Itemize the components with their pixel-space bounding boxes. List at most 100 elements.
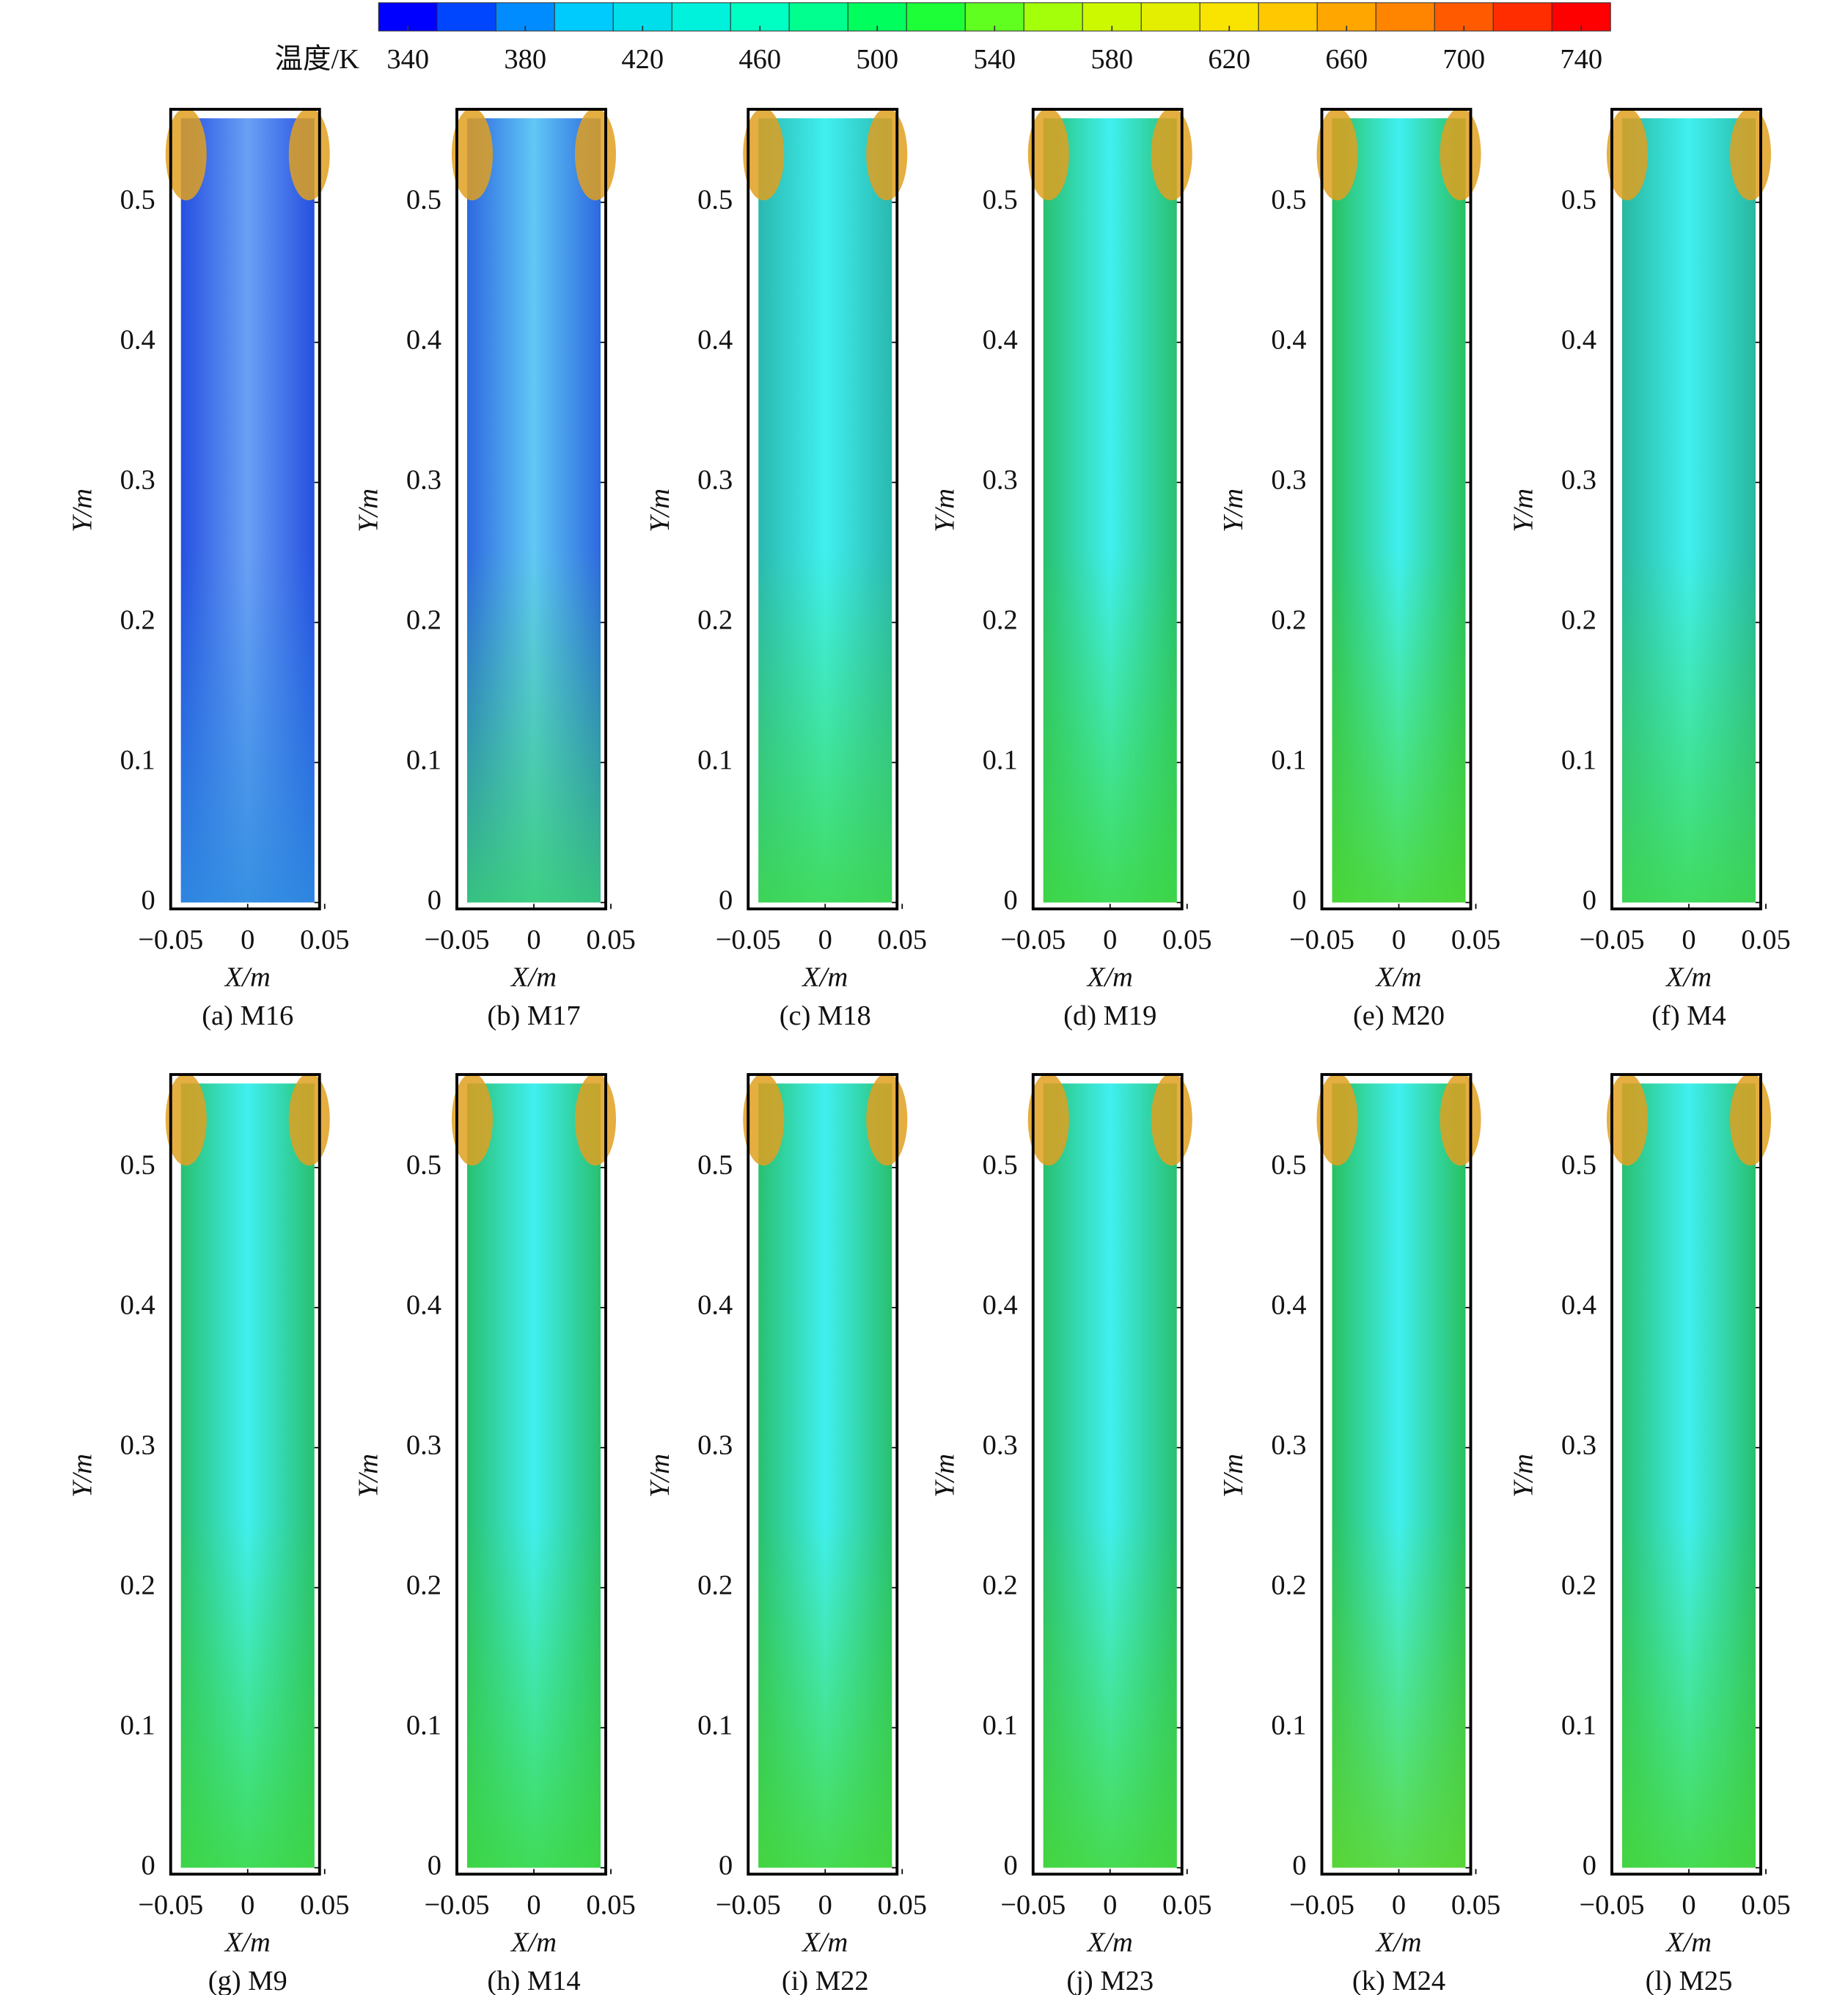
y-axis-label: Y/m bbox=[929, 1454, 960, 1498]
temperature-field-lower bbox=[1622, 118, 1756, 903]
y-tick-label: 0.3 bbox=[120, 1430, 155, 1461]
plot-frame bbox=[1320, 108, 1473, 911]
y-tick-label: 0.4 bbox=[1271, 325, 1306, 356]
x-tick-label: 0.05 bbox=[1162, 925, 1211, 956]
y-tick-label: 0.3 bbox=[1271, 465, 1306, 496]
y-tick-label: 0 bbox=[1004, 1850, 1018, 1881]
x-tick-label: −0.05 bbox=[1000, 1890, 1066, 1921]
y-tick-label: 0.3 bbox=[406, 465, 441, 496]
y-tick-label: 0.4 bbox=[120, 325, 155, 356]
x-tick-label: 0.05 bbox=[586, 925, 635, 956]
y-axis-label: Y/m bbox=[645, 1454, 675, 1498]
x-tick-label: 0.05 bbox=[1451, 925, 1500, 956]
y-tick-label: 0.3 bbox=[1271, 1430, 1306, 1461]
y-tick-label: 0.5 bbox=[1271, 1150, 1306, 1181]
y-axis-label: Y/m bbox=[1218, 488, 1249, 532]
x-tick-label: 0.05 bbox=[1451, 1890, 1500, 1921]
y-tick-label: 0.2 bbox=[406, 604, 441, 635]
y-tick-label: 0 bbox=[142, 885, 155, 915]
x-tick-label: 0.05 bbox=[300, 925, 349, 956]
hot-zone bbox=[1607, 108, 1648, 201]
colorbar-tick-label: 700 bbox=[1442, 44, 1485, 75]
colorbar-segment bbox=[671, 2, 731, 32]
x-tick-label: −0.05 bbox=[716, 925, 781, 956]
colorbar-segment bbox=[1375, 2, 1435, 32]
y-tick-label: 0.4 bbox=[983, 1290, 1018, 1321]
y-tick-label: 0.4 bbox=[697, 325, 733, 356]
y-tick-label: 0.1 bbox=[983, 1710, 1018, 1740]
y-axis-label: Y/m bbox=[67, 488, 98, 532]
x-tick-label: 0 bbox=[1103, 925, 1117, 956]
plot-frame bbox=[747, 1073, 899, 1876]
x-tick-label: −0.05 bbox=[1579, 1890, 1644, 1921]
y-tick-label: 0.5 bbox=[406, 185, 441, 216]
panel-title: (g) M9 bbox=[208, 1966, 287, 1995]
x-axis-label: X/m bbox=[1374, 1927, 1421, 1958]
x-tick-label: −0.05 bbox=[138, 925, 203, 956]
x-tick-label: 0 bbox=[241, 925, 254, 956]
hot-zone bbox=[165, 1073, 207, 1166]
y-tick-label: 0.1 bbox=[983, 744, 1018, 775]
colorbar-segment bbox=[788, 2, 848, 32]
y-tick-label: 0.4 bbox=[1271, 1290, 1306, 1321]
panel-title: (e) M20 bbox=[1353, 1000, 1445, 1031]
y-tick-label: 0.2 bbox=[1561, 604, 1596, 635]
temperature-field-lower bbox=[1043, 1083, 1177, 1868]
temperature-field-lower bbox=[1332, 1083, 1466, 1868]
x-axis-label: X/m bbox=[510, 1927, 557, 1958]
hot-zone bbox=[1316, 108, 1358, 201]
y-tick-label: 0.5 bbox=[1271, 185, 1306, 216]
y-axis-label: Y/m bbox=[645, 488, 675, 532]
hot-zone bbox=[165, 108, 207, 201]
y-tick-label: 0.3 bbox=[406, 1430, 441, 1461]
x-tick-label: −0.05 bbox=[716, 1890, 781, 1921]
plot-frame bbox=[1031, 108, 1184, 911]
hot-zone bbox=[288, 108, 330, 201]
y-tick-label: 0.1 bbox=[1561, 744, 1596, 775]
y-tick-label: 0.4 bbox=[406, 1290, 441, 1321]
panel-title: (k) M24 bbox=[1352, 1966, 1445, 1995]
y-axis-label: Y/m bbox=[1218, 1454, 1249, 1498]
y-tick-label: 0.1 bbox=[406, 744, 441, 775]
y-axis-label: Y/m bbox=[353, 1454, 384, 1498]
panel-title: (i) M22 bbox=[782, 1966, 869, 1995]
colorbar-tick-label: 540 bbox=[973, 44, 1016, 75]
y-tick-label: 0.5 bbox=[406, 1150, 441, 1181]
x-axis-label: X/m bbox=[1665, 1927, 1712, 1958]
x-tick-label: 0 bbox=[818, 1890, 832, 1921]
y-tick-label: 0.5 bbox=[1561, 1150, 1596, 1181]
y-tick-label: 0.2 bbox=[983, 604, 1018, 635]
y-tick-label: 0.5 bbox=[983, 1150, 1018, 1181]
hot-zone bbox=[1730, 108, 1771, 201]
y-tick-label: 0.2 bbox=[1561, 1570, 1596, 1600]
plot-frame bbox=[455, 1073, 607, 1876]
y-tick-label: 0.2 bbox=[1271, 1570, 1306, 1600]
x-tick-label: 0 bbox=[1103, 1890, 1117, 1921]
y-tick-label: 0.3 bbox=[697, 1430, 733, 1461]
temperature-field-lower bbox=[1332, 118, 1466, 903]
hot-zone bbox=[575, 108, 616, 201]
y-tick-label: 0.4 bbox=[120, 1290, 155, 1321]
colorbar-tick-label: 660 bbox=[1325, 44, 1368, 75]
y-tick-label: 0.1 bbox=[120, 744, 155, 775]
colorbar-tick-label: 580 bbox=[1090, 44, 1133, 75]
x-tick-label: 0 bbox=[1682, 1890, 1695, 1921]
y-tick-label: 0.1 bbox=[697, 1710, 733, 1740]
y-tick-label: 0.5 bbox=[1561, 185, 1596, 216]
y-tick-label: 0.1 bbox=[697, 744, 733, 775]
temperature-field-lower bbox=[1043, 118, 1177, 903]
x-tick-label: 0.05 bbox=[878, 925, 927, 956]
y-tick-label: 0.4 bbox=[983, 325, 1018, 356]
x-tick-label: 0 bbox=[818, 925, 832, 956]
y-tick-label: 0.2 bbox=[1271, 604, 1306, 635]
y-tick-label: 0.1 bbox=[1561, 1710, 1596, 1740]
y-tick-label: 0.1 bbox=[1271, 744, 1306, 775]
colorbar-tick-label: 740 bbox=[1560, 44, 1602, 75]
colorbar-segment bbox=[1492, 2, 1552, 32]
colorbar-segment bbox=[1140, 2, 1200, 32]
colorbar-tick-label: 340 bbox=[386, 44, 429, 75]
colorbar-tick-label: 620 bbox=[1208, 44, 1250, 75]
hot-zone bbox=[1607, 1073, 1648, 1166]
colorbar-tick-label: 380 bbox=[504, 44, 546, 75]
x-tick-label: −0.05 bbox=[424, 925, 489, 956]
